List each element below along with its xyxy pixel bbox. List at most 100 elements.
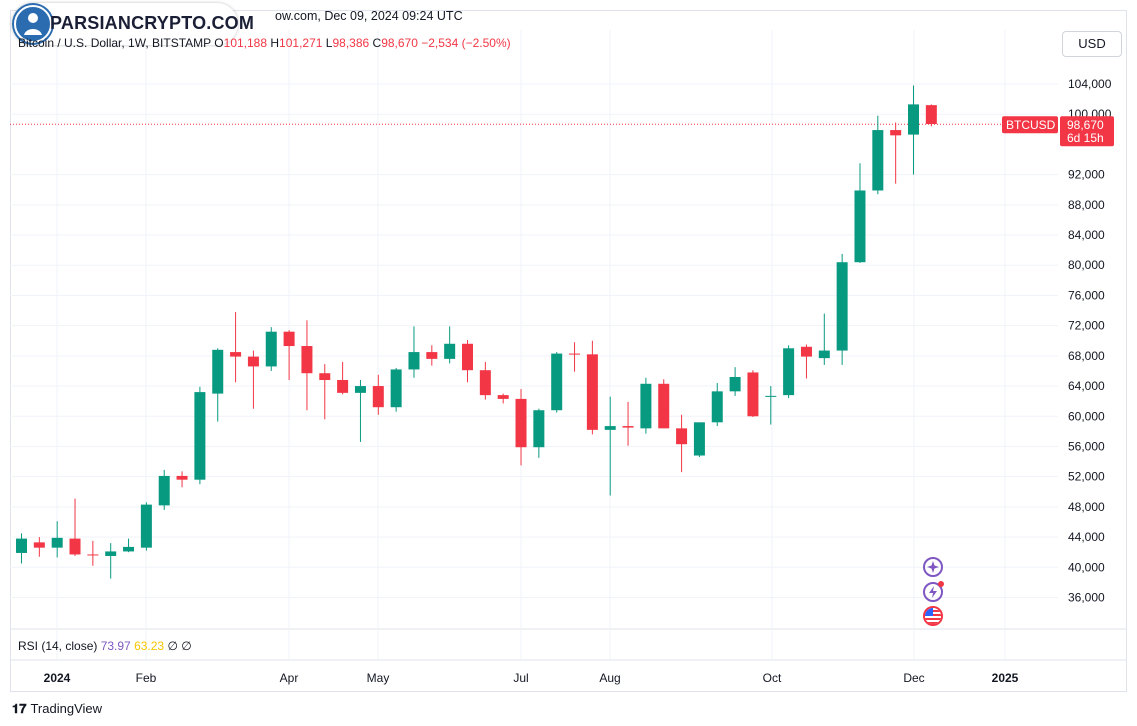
rsi-legend[interactable]: RSI (14, close) 73.97 63.23 ∅ ∅ [18,639,192,653]
candle [265,327,277,371]
price-tag: BTCUSD 98,670 6d 15h [1002,116,1114,147]
candle [140,502,152,551]
y-tick-label: 48,000 [1068,500,1105,514]
y-tick-label: 80,000 [1068,258,1105,272]
rsi-label[interactable]: RSI (14, close) [18,639,98,653]
tradingview-brand[interactable]: 𝟏𝟕 TradingView [12,701,102,717]
price-tag-value-bg [1060,116,1114,147]
candle [462,339,473,383]
x-tick-label: Jul [513,671,528,685]
candle [747,370,759,418]
grid-lines [10,30,1058,659]
price-tag-label: BTCUSD [1006,118,1056,132]
price-tag-countdown: 6d 15h [1067,131,1104,145]
candle-body [105,551,117,556]
candle-body [265,331,277,367]
candle-body [140,504,152,548]
candle-body [640,383,652,429]
candle [69,498,81,556]
candle-body [586,354,598,430]
y-tick-label: 52,000 [1068,470,1105,484]
symbol-legend[interactable]: Bitcoin / U.S. Dollar, 1W, BITSTAMP O101… [18,36,511,50]
candle [123,538,135,553]
candle [586,340,598,435]
x-tick-label: Oct [763,671,782,685]
candle [33,537,45,557]
candle-body [872,130,884,191]
candle-body [836,262,848,351]
candle [176,471,188,488]
candle-body [390,369,402,408]
candle-body [462,343,473,371]
candle [872,115,884,195]
brand-name: TradingView [30,701,103,716]
change-value: −2,534 (−2.50%) [421,36,511,50]
candle-body [800,346,812,357]
candle-body [444,343,456,359]
candle [301,320,313,411]
candle-body [247,356,259,367]
notification-dot [938,581,944,587]
candle [515,389,527,466]
y-tick-label: 36,000 [1068,591,1105,605]
x-tick-label: Apr [280,671,299,685]
candle-body [622,426,634,428]
candle [711,383,723,427]
candle [390,367,402,412]
sparkle-icon[interactable] [923,557,943,577]
candle-body [123,546,135,552]
price-tag-label-bg [1002,116,1058,134]
lightning-icon[interactable] [923,581,944,602]
y-tick-label: 84,000 [1068,228,1105,242]
candle [800,344,812,379]
logo-emblem-icon [12,3,54,45]
candle-body [854,190,866,263]
y-tick-label: 64,000 [1068,379,1105,393]
candle [818,313,830,365]
candle-body [783,348,795,396]
candle-body [176,475,188,480]
candle-body [337,380,349,393]
close-label: C [372,36,382,50]
candle-body [319,373,331,381]
watermark-text: PARSIANCRYPTO.COM [50,13,255,33]
candle [16,533,27,564]
candle-body [711,391,723,423]
candle [551,352,563,413]
candle-body [925,105,937,125]
candle [337,361,349,395]
currency-button[interactable]: USD [1062,31,1122,57]
candle [765,386,777,425]
candle [194,386,206,485]
candle [247,350,259,409]
candle-body [158,475,170,506]
candle-body [230,352,242,357]
candle-body [604,426,616,430]
candle [836,253,848,365]
x-tick-label: 2024 [44,671,71,685]
candle-body [818,350,830,359]
candle [640,377,652,434]
candle [479,361,491,400]
y-tick-label: 92,000 [1068,168,1105,182]
candle [783,345,795,399]
candle [426,345,438,366]
symbol-name[interactable]: Bitcoin / U.S. Dollar, 1W, BITSTAMP [18,36,211,50]
candles [16,85,937,579]
candle [890,122,902,184]
us-flag-icon[interactable] [923,606,943,626]
candle-body [87,554,99,556]
x-tick-label: Aug [599,671,620,685]
candle [908,85,919,175]
time-axis: 2024 Feb Apr May Jul Aug Oct Dec 2025 [44,671,1019,685]
candle-body [515,398,527,448]
candle [658,379,670,429]
candle [408,326,420,378]
candle [444,326,456,364]
price-tag-value: 98,670 [1067,118,1104,132]
candle [212,348,224,422]
candle-body [729,376,741,392]
tradingview-logo-icon: 𝟏𝟕 [12,701,27,716]
candle [158,469,170,510]
